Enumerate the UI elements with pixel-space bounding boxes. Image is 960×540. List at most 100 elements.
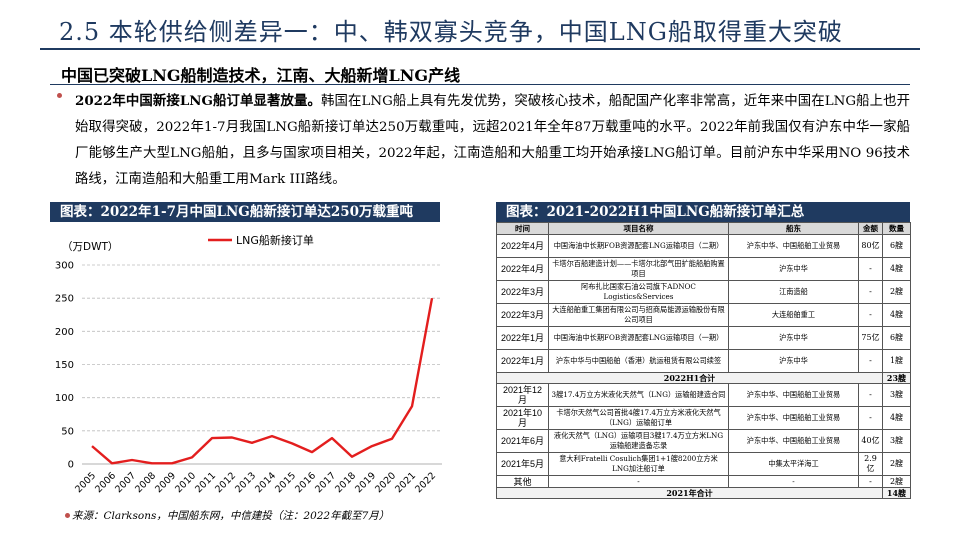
- x-tick-label: 2018: [333, 470, 358, 495]
- cell-project: 3艘17.4万立方米液化天然气（LNG）运输船建造合同: [548, 383, 729, 407]
- cell-project: 卡塔尔天然气公司首批4艘17.4万立方米液化天然气（LNG）运输船订单: [548, 406, 729, 430]
- cell-qty: 4艘: [882, 257, 911, 281]
- cell-owner: 沪东中华、中国船舶工业贸易: [728, 383, 859, 407]
- y-tick-label: 0: [68, 460, 74, 471]
- cell-date: 2021年6月: [496, 429, 549, 453]
- summary-qty: 23艘: [882, 372, 911, 384]
- cell-owner: 大连船舶重工: [728, 303, 859, 327]
- x-tick-label: 2007: [113, 470, 138, 495]
- cell-date: 2022年1月: [496, 326, 549, 350]
- x-tick-label: 2006: [93, 470, 118, 495]
- cell-project: 阿布扎比国家石油公司旗下ADNOC Logistics&Services: [548, 280, 729, 304]
- cell-amount: -: [858, 257, 883, 281]
- table-header-row: 时间 项目名称 船东 金额 数量: [496, 222, 911, 235]
- cell-owner: 沪东中华: [728, 326, 859, 350]
- cell-owner: 沪东中华、中国船舶工业贸易: [728, 234, 859, 258]
- x-tick-label: 2009: [153, 470, 178, 495]
- cell-project: 沪东中华与中国船舶（香港）航运租赁有限公司续签: [548, 349, 729, 373]
- x-tick-label: 2012: [213, 470, 238, 495]
- col-header-owner: 船东: [728, 222, 859, 235]
- x-tick-label: 2011: [193, 470, 218, 495]
- table-row: 其他 - - -2艘: [496, 475, 911, 488]
- x-tick-label: 2008: [133, 470, 158, 495]
- cell-owner: 中集太平洋海工: [728, 452, 859, 476]
- cell-project: 中国海油中长期FOB资源配套LNG运输项目（二期）: [548, 234, 729, 258]
- x-tick-label: 2013: [233, 470, 258, 495]
- chart-source-note: 来源：Clarksons，中国船东网，中信建投（注：2022年截至7月）: [72, 510, 390, 522]
- cell-qty: 2艘: [882, 280, 911, 304]
- cell-amount: -: [858, 303, 883, 327]
- summary-qty: 14艘: [882, 487, 911, 499]
- legend-label: LNG船新接订单: [236, 233, 314, 247]
- summary-body: 韩国在LNG船上具有先发优势，突破核心技术，船配国产化率非常高，近年来中国在LN…: [75, 94, 911, 187]
- table-summary-row: 2021年合计 14艘: [496, 487, 911, 499]
- cell-project: 中国海油中长期FOB资源配套LNG运输项目（一期）: [548, 326, 729, 350]
- col-header-amount: 金额: [858, 222, 883, 235]
- cell-qty: 2艘: [882, 452, 911, 476]
- cell-date: 2022年4月: [496, 234, 549, 258]
- cell-date: 2021年10月: [496, 406, 549, 430]
- table-row: 2021年10月 卡塔尔天然气公司首批4艘17.4万立方米液化天然气（LNG）运输…: [496, 406, 911, 430]
- cell-date: 2022年3月: [496, 303, 549, 327]
- page-title: 2.5 本轮供给侧差异一：中、韩双寡头竞争，中国LNG船取得重大突破: [59, 18, 843, 46]
- cell-qty: 4艘: [882, 406, 911, 430]
- table-row: 2022年4月 卡塔尔百船建造计划——卡塔尔北部气田扩能船舶购置项目 沪东中华 -4艘: [496, 257, 911, 281]
- col-header-qty: 数量: [882, 222, 911, 235]
- cell-owner: 沪东中华、中国船舶工业贸易: [728, 429, 859, 453]
- x-tick-label: 2014: [253, 470, 278, 495]
- chart-heading: 图表：2022年1-7月中国LNG船新接订单达250万载重吨: [50, 202, 440, 222]
- cell-project: 卡塔尔百船建造计划——卡塔尔北部气田扩能船舶购置项目: [548, 257, 729, 281]
- cell-amount: 40亿: [858, 429, 883, 453]
- y-tick-label: 100: [55, 393, 74, 404]
- cell-owner: 沪东中华: [728, 349, 859, 373]
- y-tick-label: 200: [55, 327, 74, 338]
- cell-amount: -: [858, 406, 883, 430]
- subtitle-divider: [50, 84, 910, 85]
- cell-amount: 2.9亿: [858, 452, 883, 476]
- y-unit-label: （万DWT）: [62, 241, 118, 253]
- cell-date: 2021年12月: [496, 383, 549, 407]
- cell-amount: 80亿: [858, 234, 883, 258]
- x-tick-label: 2019: [353, 470, 378, 495]
- y-tick-label: 150: [55, 360, 74, 371]
- bullet-icon: [57, 93, 62, 98]
- cell-amount: -: [858, 383, 883, 407]
- cell-qty: 2艘: [882, 475, 911, 488]
- cell-date: 2022年1月: [496, 349, 549, 373]
- table-row: 2021年5月 意大利Fratelli Cosulich集团1+1艘8200立方米…: [496, 452, 911, 476]
- series-line-lng-orders: [91, 297, 434, 465]
- cell-amount: -: [858, 475, 883, 488]
- x-tick-label: 2020: [373, 470, 398, 495]
- cell-project: 大连船舶重工集团有限公司与招商局能源运输股份有限公司项目: [548, 303, 729, 327]
- y-tick-label: 300: [55, 261, 74, 272]
- table-summary-row: 2022H1合计 23艘: [496, 372, 911, 384]
- cell-qty: 6艘: [882, 234, 911, 258]
- cell-amount: -: [858, 280, 883, 304]
- col-header-date: 时间: [496, 222, 549, 235]
- table-row: 2022年3月 阿布扎比国家石油公司旗下ADNOC Logistics&Servi…: [496, 280, 911, 304]
- cell-project: -: [548, 475, 729, 488]
- cell-owner: 沪东中华: [728, 257, 859, 281]
- cell-qty: 6艘: [882, 326, 911, 350]
- cell-project: 液化天然气（LNG）运输项目3艘17.4万立方米LNG运输船建造备忘录: [548, 429, 729, 453]
- section-subtitle: 中国已突破LNG船制造技术，江南、大船新增LNG产线: [61, 66, 461, 85]
- cell-project: 意大利Fratelli Cosulich集团1+1艘8200立方米LNG加注船订…: [548, 452, 729, 476]
- bullet-icon: [65, 513, 70, 518]
- table-heading: 图表：2021-2022H1中国LNG船新接订单汇总: [496, 202, 910, 222]
- table-row: 2022年4月 中国海油中长期FOB资源配套LNG运输项目（二期） 沪东中华、中国船…: [496, 234, 911, 258]
- cell-qty: 1艘: [882, 349, 911, 373]
- x-tick-label: 2017: [313, 470, 338, 495]
- cell-owner: 江南造船: [728, 280, 859, 304]
- summary-label: 2021年合计: [496, 487, 883, 499]
- x-tick-label: 2005: [73, 470, 98, 495]
- table-row: 2022年3月 大连船舶重工集团有限公司与招商局能源运输股份有限公司项目 大连船舶重…: [496, 303, 911, 327]
- cell-owner: 沪东中华、中国船舶工业贸易: [728, 406, 859, 430]
- table-row: 2021年12月 3艘17.4万立方米液化天然气（LNG）运输船建造合同 沪东中华、…: [496, 383, 911, 407]
- summary-label: 2022H1合计: [496, 372, 883, 384]
- cell-date: 2022年3月: [496, 280, 549, 304]
- cell-qty: 3艘: [882, 383, 911, 407]
- y-tick-label: 250: [55, 294, 74, 305]
- cell-date: 2022年4月: [496, 257, 549, 281]
- summary-paragraph: 2022年中国新接LNG船订单显著放量。韩国在LNG船上具有先发优势，突破核心技…: [75, 88, 910, 193]
